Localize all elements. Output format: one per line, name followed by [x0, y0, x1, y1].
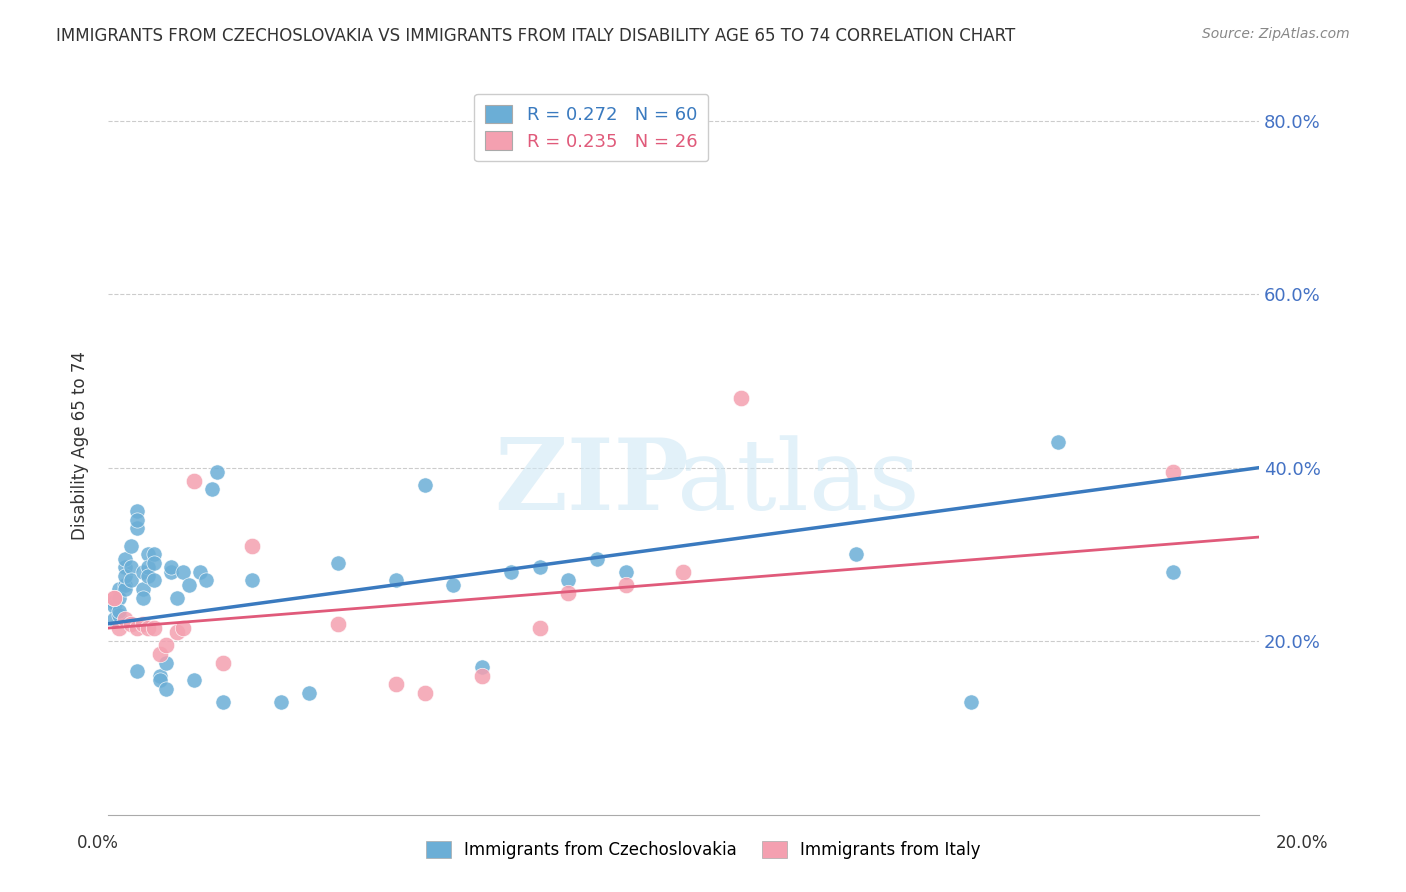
- Point: [586, 551, 609, 566]
- Point: [240, 539, 263, 553]
- Point: [384, 574, 406, 588]
- Text: IMMIGRANTS FROM CZECHOSLOVAKIA VS IMMIGRANTS FROM ITALY DISABILITY AGE 65 TO 74 : IMMIGRANTS FROM CZECHOSLOVAKIA VS IMMIGR…: [56, 27, 1015, 45]
- Point: [328, 556, 350, 570]
- Y-axis label: Disability Age 65 to 74: Disability Age 65 to 74: [72, 351, 89, 541]
- Point: [125, 621, 148, 635]
- Point: [441, 578, 464, 592]
- Point: [529, 560, 551, 574]
- Point: [160, 565, 183, 579]
- Point: [270, 695, 292, 709]
- Point: [114, 612, 136, 626]
- Point: [328, 616, 350, 631]
- Point: [155, 681, 177, 696]
- Point: [143, 548, 166, 562]
- Point: [183, 673, 205, 687]
- Point: [114, 578, 136, 592]
- Point: [212, 695, 235, 709]
- Point: [384, 677, 406, 691]
- Point: [131, 591, 153, 605]
- Point: [730, 392, 752, 406]
- Point: [155, 656, 177, 670]
- Point: [672, 565, 695, 579]
- Text: atlas: atlas: [678, 435, 920, 531]
- Point: [131, 616, 153, 631]
- Point: [136, 621, 159, 635]
- Point: [108, 582, 131, 596]
- Point: [188, 565, 211, 579]
- Point: [149, 647, 172, 661]
- Point: [183, 474, 205, 488]
- Point: [413, 686, 436, 700]
- Point: [177, 578, 200, 592]
- Point: [103, 595, 125, 609]
- Point: [413, 478, 436, 492]
- Text: ZIP: ZIP: [494, 434, 689, 532]
- Point: [103, 591, 125, 605]
- Point: [212, 656, 235, 670]
- Point: [108, 608, 131, 623]
- Point: [298, 686, 321, 700]
- Point: [125, 665, 148, 679]
- Point: [136, 569, 159, 583]
- Point: [131, 565, 153, 579]
- Point: [120, 616, 142, 631]
- Point: [120, 574, 142, 588]
- Point: [207, 465, 229, 479]
- Legend: R = 0.272   N = 60, R = 0.235   N = 26: R = 0.272 N = 60, R = 0.235 N = 26: [474, 94, 709, 161]
- Point: [172, 565, 194, 579]
- Point: [120, 539, 142, 553]
- Point: [125, 513, 148, 527]
- Point: [131, 582, 153, 596]
- Point: [143, 574, 166, 588]
- Point: [1161, 465, 1184, 479]
- Point: [166, 591, 188, 605]
- Point: [160, 560, 183, 574]
- Point: [557, 574, 579, 588]
- Point: [172, 621, 194, 635]
- Point: [103, 612, 125, 626]
- Point: [155, 639, 177, 653]
- Point: [499, 565, 522, 579]
- Point: [108, 591, 131, 605]
- Point: [114, 569, 136, 583]
- Point: [614, 565, 637, 579]
- Point: [103, 599, 125, 614]
- Point: [149, 673, 172, 687]
- Point: [1161, 565, 1184, 579]
- Point: [108, 604, 131, 618]
- Point: [143, 556, 166, 570]
- Text: 20.0%: 20.0%: [1277, 834, 1329, 852]
- Point: [166, 625, 188, 640]
- Point: [136, 560, 159, 574]
- Text: 0.0%: 0.0%: [77, 834, 120, 852]
- Point: [114, 582, 136, 596]
- Point: [114, 560, 136, 574]
- Point: [471, 660, 494, 674]
- Legend: Immigrants from Czechoslovakia, Immigrants from Italy: Immigrants from Czechoslovakia, Immigran…: [419, 834, 987, 866]
- Point: [136, 548, 159, 562]
- Point: [614, 578, 637, 592]
- Point: [114, 551, 136, 566]
- Point: [471, 669, 494, 683]
- Text: Source: ZipAtlas.com: Source: ZipAtlas.com: [1202, 27, 1350, 41]
- Point: [240, 574, 263, 588]
- Point: [1046, 434, 1069, 449]
- Point: [194, 574, 217, 588]
- Point: [120, 560, 142, 574]
- Point: [200, 483, 222, 497]
- Point: [960, 695, 983, 709]
- Point: [845, 548, 868, 562]
- Point: [529, 621, 551, 635]
- Point: [149, 669, 172, 683]
- Point: [108, 621, 131, 635]
- Point: [103, 591, 125, 605]
- Point: [143, 621, 166, 635]
- Point: [557, 586, 579, 600]
- Point: [125, 521, 148, 535]
- Point: [125, 504, 148, 518]
